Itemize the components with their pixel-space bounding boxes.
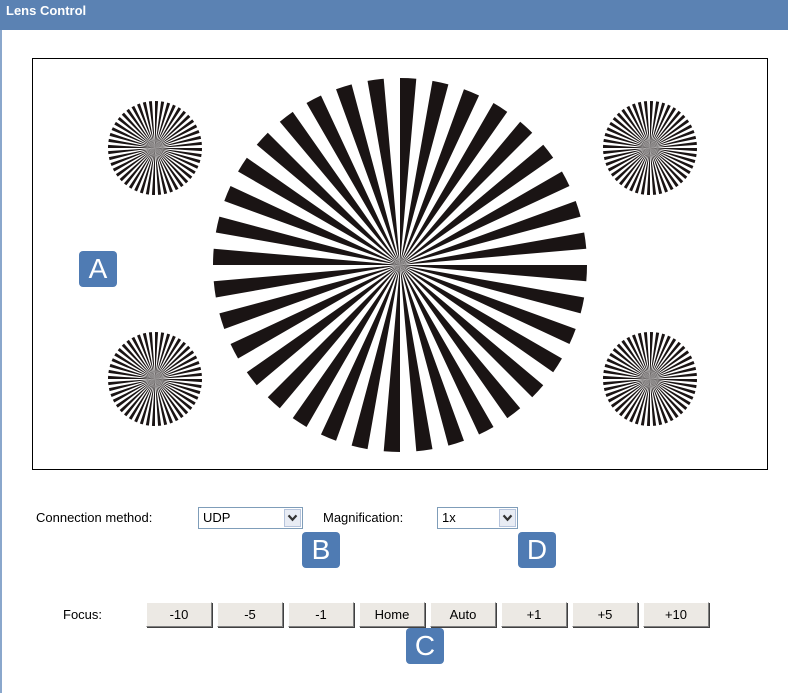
siemens-star — [603, 332, 697, 426]
focus-button[interactable]: -1 — [288, 602, 354, 627]
focus-label: Focus: — [63, 607, 102, 622]
focus-button[interactable]: +1 — [501, 602, 567, 627]
magnification-value: 1x — [442, 510, 456, 525]
magnification-select[interactable]: 1x — [437, 507, 518, 529]
star-wedges — [108, 332, 202, 426]
page: Lens Control Connection method: UDP Magn… — [0, 0, 788, 693]
connection-value: UDP — [203, 510, 230, 525]
callout-badge: D — [518, 532, 556, 568]
magnification-label: Magnification: — [323, 510, 403, 525]
connection-label: Connection method: — [36, 510, 152, 525]
callout-badge: B — [302, 532, 340, 568]
dropdown-arrow — [499, 509, 516, 527]
star-wedges — [603, 332, 697, 426]
test-chart — [33, 59, 767, 469]
focus-button[interactable]: Auto — [430, 602, 496, 627]
siemens-star — [108, 332, 202, 426]
siemens-star — [213, 78, 587, 452]
focus-button[interactable]: Home — [359, 602, 425, 627]
focus-button[interactable]: -10 — [146, 602, 212, 627]
preview-frame — [32, 58, 768, 470]
star-wedges — [213, 78, 587, 452]
panel-border — [0, 30, 2, 693]
siemens-star — [108, 101, 202, 195]
panel-title: Lens Control — [0, 0, 788, 30]
focus-button[interactable]: -5 — [217, 602, 283, 627]
focus-button[interactable]: +10 — [643, 602, 709, 627]
siemens-star — [603, 101, 697, 195]
focus-button[interactable]: +5 — [572, 602, 638, 627]
connection-select[interactable]: UDP — [198, 507, 303, 529]
callout-badge: C — [406, 628, 444, 664]
callout-badge: A — [79, 251, 117, 287]
star-wedges — [108, 101, 202, 195]
dropdown-arrow — [284, 509, 301, 527]
star-wedges — [603, 101, 697, 195]
